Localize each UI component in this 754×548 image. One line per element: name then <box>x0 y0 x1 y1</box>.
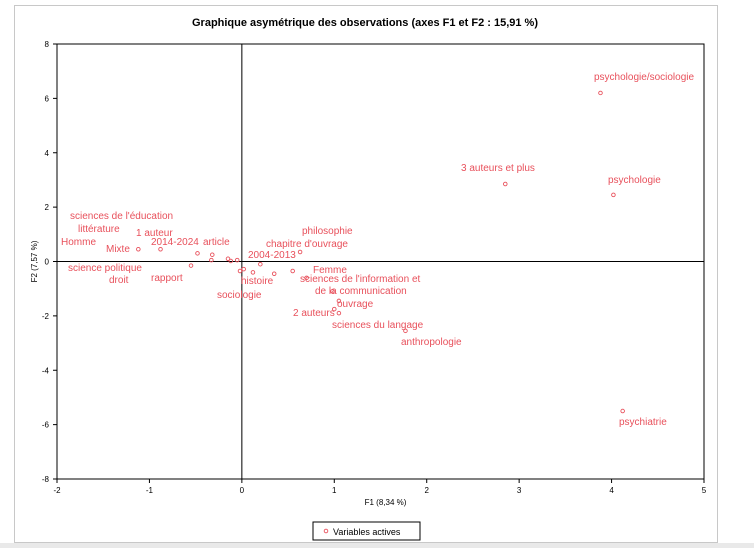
chart-title: Graphique asymétrique des observations (… <box>192 17 538 29</box>
data-point <box>611 192 616 198</box>
data-point <box>158 247 163 252</box>
data-label: Mixte <box>106 244 130 255</box>
data-point <box>228 258 234 264</box>
data-point <box>258 261 263 267</box>
data-label: de la communication <box>315 286 407 297</box>
data-label: 2014-2024 <box>151 237 199 248</box>
data-label: sciences de l'information et <box>300 274 421 285</box>
x-tick-label: 1 <box>332 486 337 495</box>
x-tick-label: 2 <box>424 486 429 495</box>
data-point <box>241 266 246 272</box>
data-label: anthropologie <box>401 337 462 348</box>
data-label: science politique <box>68 263 142 274</box>
x-tick-label: 0 <box>240 486 245 495</box>
y-tick-label: 8 <box>45 40 50 49</box>
y-tick-label: 0 <box>45 258 50 267</box>
data-point <box>209 257 214 263</box>
data-label: sciences du langage <box>332 320 424 331</box>
data-label: 1 auteur <box>136 228 173 239</box>
bottom-strip <box>0 543 754 548</box>
data-point <box>271 271 277 276</box>
x-tick-label: 3 <box>517 486 522 495</box>
data-label: psychologie/sociologie <box>594 72 695 83</box>
data-label: psychiatrie <box>619 417 667 428</box>
x-axis-label: F1 (8,34 %) <box>365 498 407 507</box>
data-label: histoire <box>241 276 274 287</box>
data-point <box>290 268 295 274</box>
x-tick-label: -2 <box>53 486 61 495</box>
data-label: sociologie <box>217 290 262 301</box>
data-point <box>195 251 200 256</box>
y-tick-label: 2 <box>45 203 50 212</box>
data-label: Homme <box>61 237 96 248</box>
data-label: littérature <box>78 224 120 235</box>
data-point <box>330 289 335 294</box>
data-point <box>598 90 603 96</box>
data-point <box>503 181 508 187</box>
data-label: 2004-2013 <box>248 250 296 261</box>
y-tick-label: 4 <box>45 149 50 158</box>
y-tick-label: -8 <box>42 475 50 484</box>
x-tick-label: 5 <box>702 486 707 495</box>
data-label: sciences de l'éducation <box>70 211 173 222</box>
data-point <box>332 306 337 312</box>
data-label: article <box>203 237 230 248</box>
data-point <box>336 310 342 316</box>
y-tick-label: -2 <box>42 312 50 321</box>
data-point <box>188 263 194 268</box>
y-tick-label: 6 <box>45 94 50 103</box>
data-point <box>136 247 141 252</box>
data-label: 3 auteurs et plus <box>461 163 535 174</box>
data-label: chapitre d'ouvrage <box>266 239 348 250</box>
data-label: rapport <box>151 273 183 284</box>
data-point <box>210 252 215 257</box>
legend-box <box>312 521 421 541</box>
data-label: philosophie <box>302 226 353 237</box>
y-tick-label: -6 <box>42 421 50 430</box>
x-tick-label: 4 <box>609 486 614 495</box>
data-label: 2 auteurs <box>293 308 335 319</box>
data-point <box>336 298 342 304</box>
y-axis-label: F2 (7,57 %) <box>30 240 39 282</box>
data-label: psychologie <box>608 175 661 186</box>
legend-label: Variables actives <box>333 527 401 537</box>
data-point <box>250 270 256 275</box>
data-point <box>234 257 240 263</box>
x-tick-label: -1 <box>146 486 154 495</box>
data-point <box>237 268 243 274</box>
data-label: ouvrage <box>337 299 374 310</box>
data-label: Femme <box>313 265 347 276</box>
legend-marker <box>323 528 329 534</box>
data-label: droit <box>109 275 129 286</box>
data-point <box>620 408 625 414</box>
data-point <box>403 328 408 334</box>
data-point <box>297 249 303 255</box>
data-point <box>225 256 231 262</box>
y-tick-label: -4 <box>42 366 50 375</box>
data-point <box>304 275 309 281</box>
